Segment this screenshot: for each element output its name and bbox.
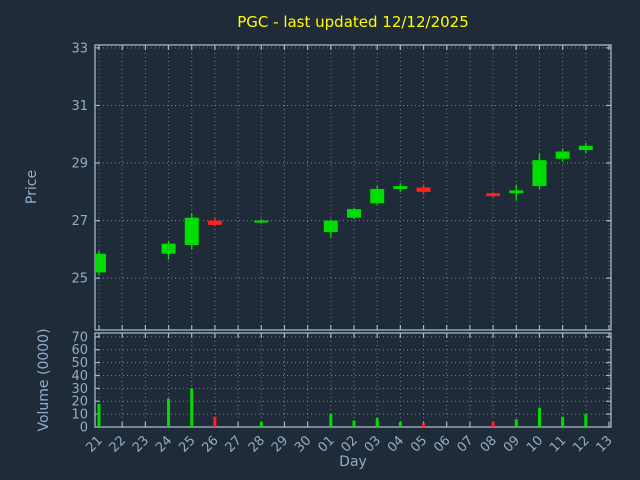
volume-bar-26 [213, 416, 217, 427]
volume-bars [97, 388, 588, 427]
volume-tick-label: 70 [71, 330, 88, 345]
x-tick-label: 29 [269, 433, 291, 455]
day-axis-label: Day [339, 454, 367, 470]
candle-body-09 [509, 190, 524, 194]
chart-title: PGC - last updated 12/12/2025 [237, 13, 469, 31]
x-tick-label: 06 [431, 433, 453, 455]
candle-body-12 [578, 145, 593, 151]
volume-bar-08 [491, 421, 495, 427]
x-tick-label: 26 [199, 433, 221, 455]
x-tick-label: 07 [454, 433, 476, 455]
x-tick-label: 11 [547, 433, 569, 455]
x-tick-label: 08 [478, 433, 500, 455]
tick-labels: 21 22 23 24 25 26 27 28 29 30 01 02 03 04 05 06 07 08 09 10… [71, 41, 615, 455]
volume-bar-05 [422, 423, 426, 427]
price-tick-label: 29 [71, 157, 88, 172]
candle-body-03 [370, 188, 385, 204]
volume-tick-label: 60 [71, 343, 88, 358]
volume-bar-12 [584, 414, 588, 427]
x-tick-label: 01 [315, 433, 337, 455]
x-tick-label: 24 [153, 433, 175, 455]
x-tick-label: 12 [570, 433, 592, 455]
volume-bar-25 [190, 388, 194, 427]
candle-body-08 [486, 193, 501, 197]
volume-tick-label: 40 [71, 369, 88, 384]
candle-body-02 [347, 209, 361, 218]
x-tick-label: 25 [176, 433, 198, 455]
volume-bar-03 [375, 417, 379, 427]
candle-body-10 [532, 160, 547, 187]
candle-body-28 [254, 220, 269, 223]
x-tick-label: 04 [385, 433, 407, 455]
x-tick-label: 23 [130, 433, 152, 455]
candle-body-21 [95, 253, 106, 273]
candle-body-26 [207, 220, 222, 225]
candle-body-04 [393, 186, 408, 189]
volume-bar-21 [97, 403, 101, 427]
volume-tick-label: 30 [71, 382, 88, 397]
volume-bar-02 [352, 420, 356, 427]
x-tick-label: 13 [594, 433, 616, 455]
volume-bar-01 [329, 414, 333, 427]
x-tick-label: 30 [292, 433, 314, 455]
price-panel-border [94, 44, 612, 331]
price-axis-label: Price [24, 170, 40, 204]
x-tick-label: 02 [339, 433, 361, 455]
tick-marks [95, 45, 611, 428]
gridlines [95, 45, 611, 427]
candlesticks [95, 142, 593, 276]
volume-bar-10 [537, 407, 541, 427]
plot-borders [94, 44, 612, 428]
volume-bar-28 [259, 421, 263, 427]
volume-axis-label: Volume (0000) [36, 328, 52, 431]
candle-body-24 [161, 243, 176, 254]
price-tick-label: 25 [71, 272, 88, 287]
volume-panel-border [94, 332, 612, 428]
x-tick-label: 09 [501, 433, 523, 455]
x-tick-label: 03 [362, 433, 384, 455]
price-tick-label: 31 [71, 99, 88, 114]
x-tick-label: 27 [223, 433, 245, 455]
price-tick-label: 33 [71, 41, 88, 56]
volume-bar-24 [167, 398, 171, 427]
volume-tick-label: 20 [71, 395, 88, 410]
volume-bar-11 [561, 416, 565, 427]
x-tick-label: 05 [408, 433, 430, 455]
volume-tick-label: 50 [71, 356, 88, 371]
price-tick-label: 27 [71, 214, 88, 229]
volume-tick-label: 0 [80, 421, 88, 436]
candle-body-11 [555, 151, 570, 159]
candle-body-05 [416, 187, 431, 192]
volume-bar-04 [398, 421, 402, 427]
candle-body-25 [184, 217, 199, 246]
x-tick-label: 28 [246, 433, 268, 455]
volume-bar-09 [514, 419, 518, 427]
x-tick-label: 22 [107, 433, 129, 455]
x-tick-label: 21 [84, 433, 106, 455]
x-tick-label: 10 [524, 433, 546, 455]
candle-body-01 [323, 220, 338, 233]
volume-tick-label: 10 [71, 408, 88, 423]
